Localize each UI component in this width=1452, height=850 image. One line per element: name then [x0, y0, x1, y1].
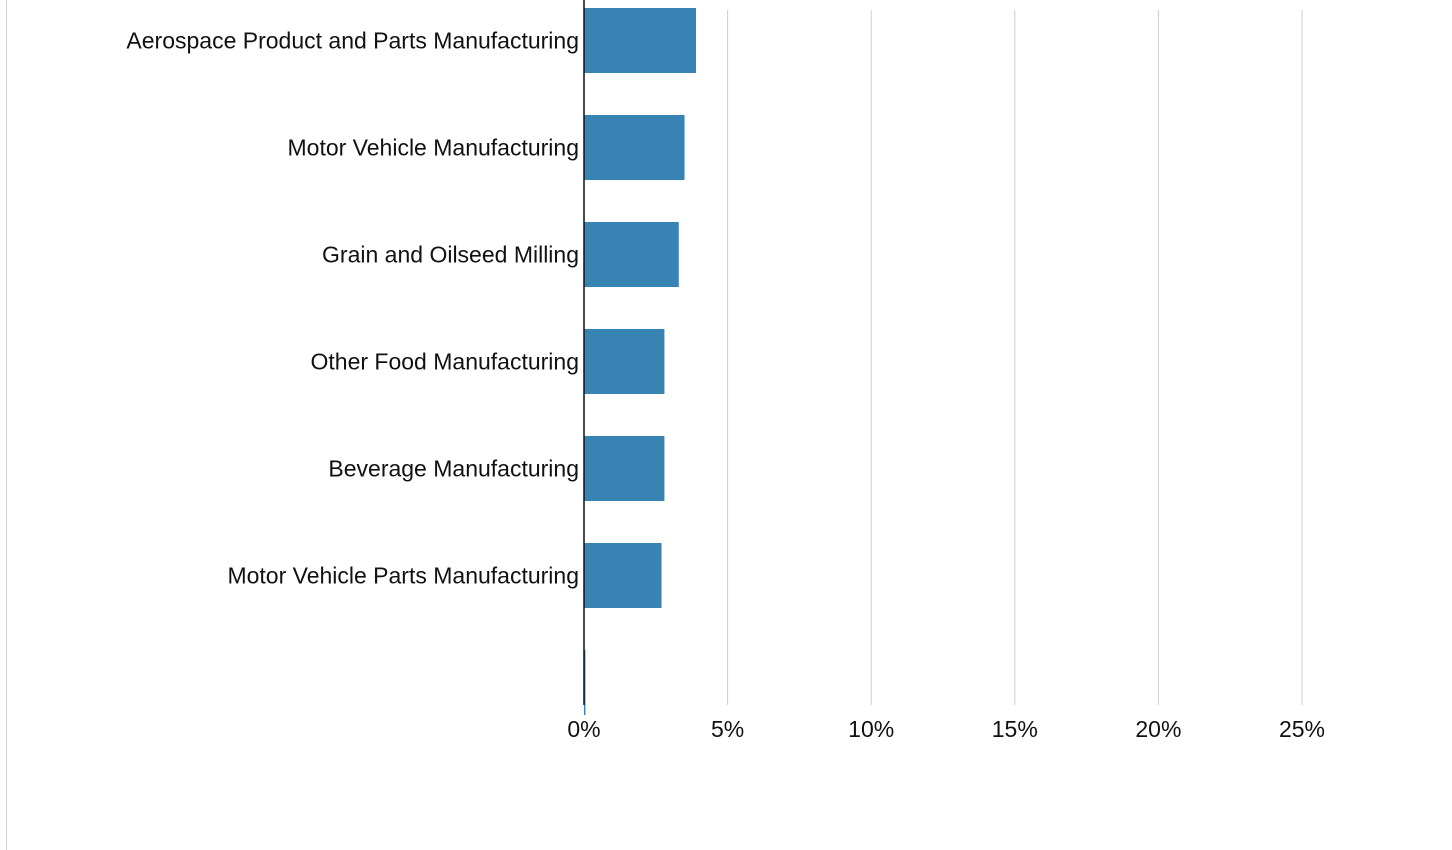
category-label: Other Food Manufacturing [311, 349, 579, 375]
bar [584, 8, 697, 73]
x-tick-label: 5% [711, 716, 744, 742]
bars [584, 8, 697, 715]
category-label: Motor Vehicle Parts Manufacturing [227, 563, 579, 589]
bar [584, 543, 662, 608]
x-tick-label: 20% [1135, 716, 1181, 742]
bar [584, 436, 665, 501]
category-label: Motor Vehicle Manufacturing [288, 135, 580, 161]
category-labels: Aerospace Product and Parts Manufacturin… [126, 28, 579, 589]
x-axis-tick-labels: 0% 5% 10% 15% 20% 25% [567, 716, 1325, 742]
bar [584, 329, 665, 394]
category-label: Aerospace Product and Parts Manufacturin… [126, 28, 579, 54]
panel-left-border [6, 0, 7, 850]
x-tick-label: 0% [567, 716, 600, 742]
x-tick-label: 15% [992, 716, 1038, 742]
bar [584, 222, 679, 287]
x-tick-label: 10% [848, 716, 894, 742]
category-label: Beverage Manufacturing [328, 456, 579, 482]
bar [584, 115, 685, 180]
grid-lines [727, 10, 1303, 705]
category-label: Grain and Oilseed Milling [322, 242, 579, 268]
x-tick-label: 25% [1279, 716, 1325, 742]
